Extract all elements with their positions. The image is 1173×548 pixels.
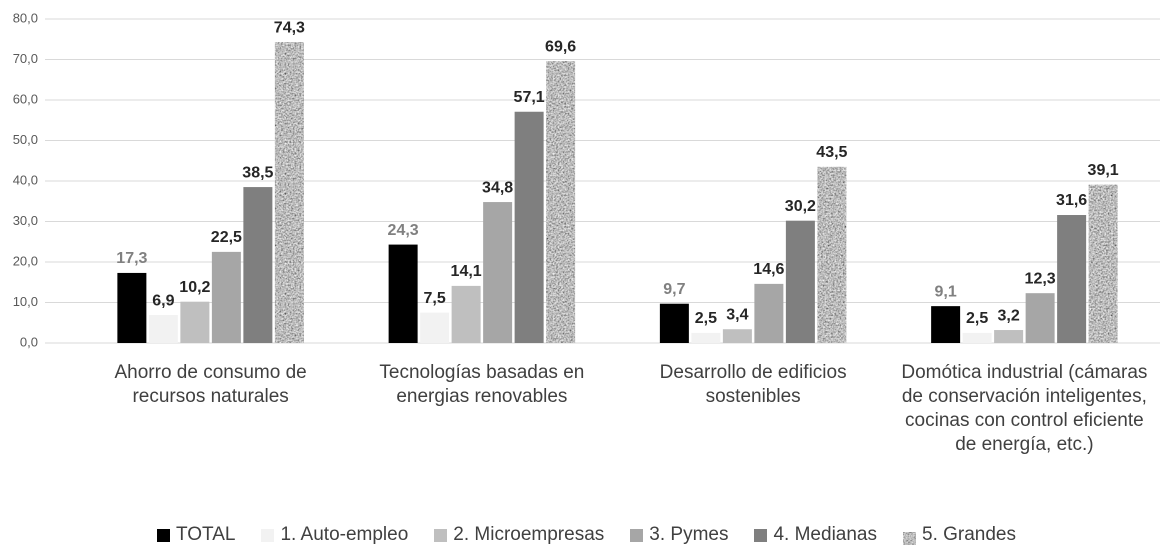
legend-item: 1. Auto-empleo xyxy=(261,524,408,546)
data-label: 39,1 xyxy=(1088,162,1119,179)
data-label: 9,1 xyxy=(935,283,957,300)
data-label: 38,5 xyxy=(242,164,273,181)
y-tick-label: 80,0 xyxy=(13,10,38,25)
legend-label: 4. Medianas xyxy=(773,524,877,545)
bar xyxy=(785,220,815,343)
bar xyxy=(962,332,992,343)
legend-item: 4. Medianas xyxy=(754,524,877,546)
data-label: 34,8 xyxy=(482,179,513,196)
bar xyxy=(180,301,210,343)
legend-swatch xyxy=(903,529,916,545)
legend-swatch xyxy=(261,528,275,542)
legend-swatch xyxy=(434,528,448,542)
bar xyxy=(691,332,721,343)
y-tick-label: 60,0 xyxy=(13,91,38,106)
data-label: 30,2 xyxy=(785,198,816,215)
y-tick-label: 50,0 xyxy=(13,132,38,147)
legend-label: TOTAL xyxy=(175,524,236,545)
bar xyxy=(817,166,847,343)
legend: TOTAL 1. Auto-empleo 2. Microempresas 3. Py… xyxy=(0,524,1173,546)
bar xyxy=(722,329,752,343)
bar xyxy=(274,42,304,344)
data-label: 7,5 xyxy=(424,290,446,307)
legend-item: 5. Grandes xyxy=(903,524,1016,546)
data-label: 24,3 xyxy=(388,222,419,239)
data-label: 22,5 xyxy=(211,229,242,246)
bar xyxy=(117,272,147,343)
legend-swatch xyxy=(754,528,768,542)
legend-label: 2. Microempresas xyxy=(453,524,605,545)
bar xyxy=(1025,293,1055,343)
y-tick-label: 20,0 xyxy=(13,253,38,268)
y-tick-label: 0,0 xyxy=(20,334,38,349)
x-tick-label: Ahorro de consumo de recursos naturales xyxy=(114,362,307,407)
data-label: 2,5 xyxy=(695,310,717,327)
legend-label: 3. Pymes xyxy=(649,524,729,545)
bar xyxy=(388,244,418,343)
data-label: 12,3 xyxy=(1025,270,1056,287)
data-label: 3,2 xyxy=(998,307,1020,324)
data-label: 6,9 xyxy=(152,292,174,309)
bar xyxy=(546,61,576,344)
bar xyxy=(420,312,450,343)
bar xyxy=(931,306,961,343)
bar xyxy=(243,187,273,343)
bar xyxy=(994,330,1024,343)
data-label: 3,4 xyxy=(726,306,748,323)
bar xyxy=(659,303,689,343)
legend-swatch xyxy=(630,528,644,542)
x-tick-label: Domótica industrial (cámaras de conserva… xyxy=(901,362,1148,455)
bar xyxy=(483,202,513,343)
y-tick-label: 30,0 xyxy=(13,213,38,228)
x-tick-label: Desarrollo de edificios sostenibles xyxy=(659,362,847,407)
data-label: 57,1 xyxy=(514,89,545,106)
data-label: 17,3 xyxy=(116,250,147,267)
legend-label: 5. Grandes xyxy=(922,524,1016,545)
bar xyxy=(451,285,481,343)
legend-item: TOTAL xyxy=(156,524,236,546)
legend-item: 2. Microempresas xyxy=(434,524,604,546)
legend-item: 3. Pymes xyxy=(630,524,728,546)
bar xyxy=(1088,184,1118,343)
data-label: 43,5 xyxy=(816,144,847,161)
data-label: 9,7 xyxy=(663,281,685,298)
legend-swatch xyxy=(156,528,170,542)
data-label: 14,6 xyxy=(753,261,784,278)
data-label: 69,6 xyxy=(545,38,576,55)
bar xyxy=(148,315,178,343)
data-label: 74,3 xyxy=(274,19,305,36)
x-tick-label: Tecnologías basadas en energias renovabl… xyxy=(379,362,585,407)
bar xyxy=(211,251,241,343)
y-tick-label: 70,0 xyxy=(13,51,38,66)
y-tick-label: 40,0 xyxy=(13,172,38,187)
y-tick-label: 10,0 xyxy=(13,294,38,309)
data-label: 14,1 xyxy=(451,263,482,280)
bar xyxy=(1057,215,1087,343)
legend-label: 1. Auto-empleo xyxy=(280,524,409,545)
data-label: 10,2 xyxy=(179,279,210,296)
bar xyxy=(514,111,544,344)
data-label: 2,5 xyxy=(966,310,988,327)
bar xyxy=(754,283,784,343)
data-label: 31,6 xyxy=(1056,192,1087,209)
